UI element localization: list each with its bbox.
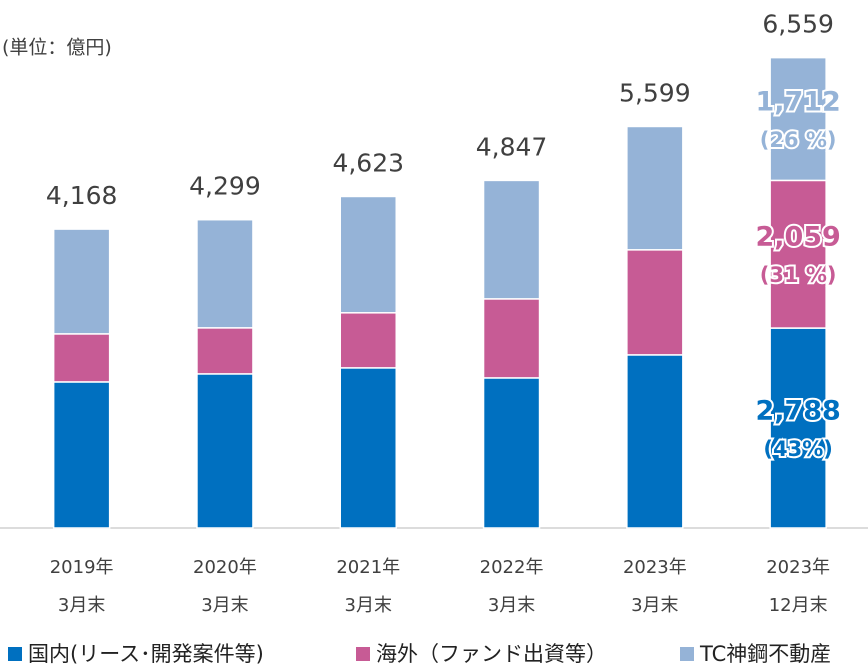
x-tick-label: 2023年 (766, 557, 830, 578)
bar-segment (52, 381, 111, 529)
bar-segment (626, 125, 684, 251)
bar-segment (339, 367, 397, 529)
bar-segment (52, 228, 111, 335)
bar-segment (339, 195, 397, 314)
legend-label: 国内(リース･開発案件等) (28, 642, 264, 666)
bar-segment (196, 327, 254, 375)
bar-segment (482, 377, 541, 529)
x-tick-label: 3月末 (58, 595, 105, 616)
x-tick-label: 3月末 (201, 595, 248, 616)
unit-label: (単位：億円) (2, 37, 112, 59)
x-tick-label: 3月末 (631, 595, 678, 616)
bar-segment (482, 298, 541, 379)
bar-segment (482, 179, 541, 300)
total-label: 4,299 (189, 172, 261, 201)
share-label: (26 %) (760, 128, 837, 152)
bar-segment (626, 354, 684, 529)
legend-swatch (8, 647, 22, 661)
legend-label: TC神鋼不動産 (699, 642, 831, 666)
share-label: (31 %) (760, 263, 837, 287)
legend-swatch (356, 647, 370, 661)
legend-label: 海外（ファンド出資等） (376, 642, 607, 666)
total-label: 5,599 (619, 78, 691, 107)
bar-segment (339, 312, 397, 369)
total-label: 4,847 (476, 132, 548, 161)
value-label: 1,712 (755, 87, 840, 118)
total-label: 4,623 (332, 148, 404, 177)
value-label: 2,788 (755, 396, 840, 427)
bar-segment (769, 56, 827, 182)
total-label: 6,559 (762, 10, 834, 39)
x-tick-label: 2021年 (336, 557, 400, 578)
x-tick-label: 12月末 (769, 595, 828, 616)
bar-segment (769, 327, 827, 529)
x-tick-label: 2019年 (50, 557, 114, 578)
x-tick-label: 2022年 (480, 557, 544, 578)
x-tick-label: 2020年 (193, 557, 257, 578)
x-tick-label: 3月末 (345, 595, 392, 616)
bar-segment (196, 218, 254, 329)
x-tick-label: 3月末 (488, 595, 535, 616)
bar-segment (626, 249, 684, 356)
bar-segment (52, 333, 111, 383)
value-label: 2,059 (755, 222, 840, 253)
total-label: 4,168 (46, 181, 118, 210)
share-label: (43%) (763, 437, 832, 461)
x-tick-label: 2023年 (623, 557, 687, 578)
bar-segment (196, 373, 254, 529)
bar-segment (769, 179, 827, 329)
legend-swatch (680, 647, 694, 661)
